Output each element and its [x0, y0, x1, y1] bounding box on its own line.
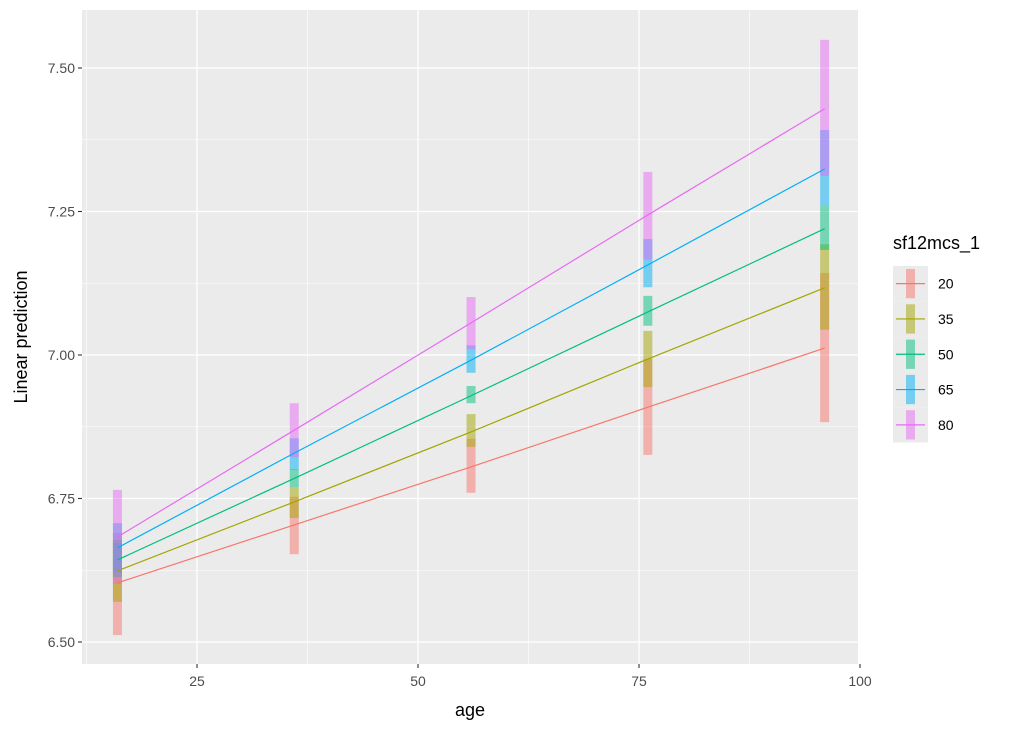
line-20: [117, 347, 825, 584]
legend-keys: 20 35 50 65 80: [893, 266, 954, 443]
y-axis-title: Linear prediction: [11, 270, 31, 403]
legend: sf12mcs_1 20 35 50 65 80: [893, 233, 980, 443]
legend-label: 65: [938, 382, 954, 398]
line-50: [117, 228, 825, 561]
ci-bar-50: [820, 205, 830, 250]
line-35: [117, 287, 825, 572]
legend-item-20: 20: [893, 266, 954, 302]
y-tick-label: 7.50: [48, 60, 75, 76]
x-tick-label: 25: [189, 673, 205, 689]
legend-label: 20: [938, 276, 954, 292]
ci-bar-65: [643, 239, 653, 288]
y-axis: 6.50 6.75 7.00 7.25 7.50: [48, 60, 82, 650]
x-axis-title: age: [455, 700, 485, 720]
ci-bar-50: [643, 295, 653, 326]
ci-bar-80: [643, 171, 653, 260]
x-tick-label: 50: [410, 673, 426, 689]
ci-bar-35: [466, 414, 476, 447]
ci-bar-65: [466, 345, 476, 373]
x-axis: 25 50 75 100: [189, 664, 872, 689]
x-tick-label: 75: [631, 673, 647, 689]
ci-bar-80: [820, 39, 830, 176]
y-tick-label: 6.50: [48, 634, 75, 650]
legend-label: 80: [938, 417, 954, 433]
ci-bar-20: [820, 272, 830, 423]
prediction-lines: [117, 108, 825, 584]
legend-title: sf12mcs_1: [893, 233, 980, 254]
legend-label: 35: [938, 311, 954, 327]
legend-label: 50: [938, 346, 954, 362]
y-tick-label: 6.75: [48, 491, 75, 507]
legend-item-50: 50: [893, 336, 954, 372]
line-65: [117, 168, 825, 549]
legend-item-35: 35: [893, 301, 954, 337]
ci-bar-20: [466, 438, 476, 493]
legend-item-65: 65: [893, 371, 954, 408]
ci-bar-50: [466, 385, 476, 404]
legend-item-80: 80: [893, 407, 954, 443]
y-tick-label: 7.00: [48, 347, 75, 363]
ci-bar-35: [820, 244, 830, 330]
x-tick-label: 100: [848, 673, 872, 689]
y-tick-label: 7.25: [48, 204, 75, 220]
line-80: [117, 108, 825, 538]
